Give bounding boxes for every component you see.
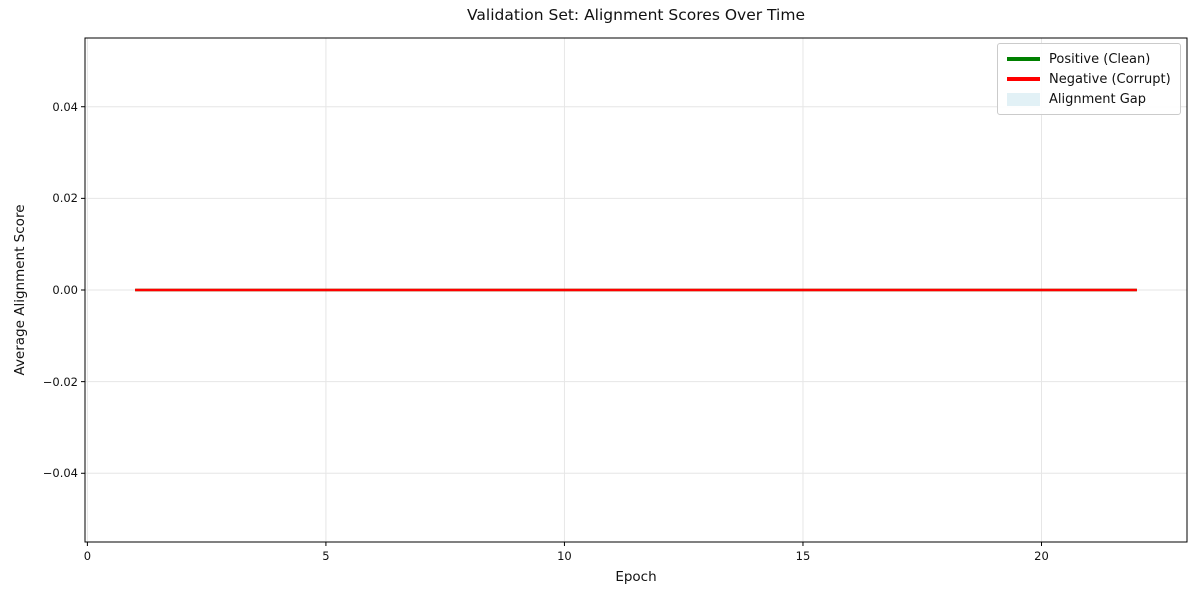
x-axis-label: Epoch <box>615 569 657 585</box>
x-tick-label: 15 <box>795 549 811 563</box>
legend-swatch-negative-line <box>1007 77 1040 81</box>
legend-swatch-positive-line <box>1007 57 1040 61</box>
y-tick-label: −0.04 <box>42 466 78 481</box>
legend-item-negative: Negative (Corrupt) <box>1007 69 1171 89</box>
legend-label: Negative (Corrupt) <box>1049 71 1171 87</box>
x-tick-label: 20 <box>1034 549 1049 563</box>
y-tick-label: 0.04 <box>52 99 78 114</box>
legend-label: Positive (Clean) <box>1049 51 1151 67</box>
legend-label: Alignment Gap <box>1049 91 1147 107</box>
chart-title: Validation Set: Alignment Scores Over Ti… <box>467 6 805 24</box>
legend-swatch-gap-patch <box>1007 92 1040 106</box>
legend-item-gap: Alignment Gap <box>1007 89 1171 109</box>
legend: Positive (Clean) Negative (Corrupt) Alig… <box>997 43 1181 115</box>
legend-item-positive: Positive (Clean) <box>1007 49 1171 69</box>
x-tick-label: 10 <box>557 549 572 563</box>
x-tick-label: 5 <box>322 549 330 563</box>
x-tick-label: 0 <box>83 549 92 563</box>
y-tick-label: 0.02 <box>52 191 78 206</box>
y-tick-label: 0.00 <box>52 283 78 297</box>
y-tick-label: −0.02 <box>42 374 78 389</box>
